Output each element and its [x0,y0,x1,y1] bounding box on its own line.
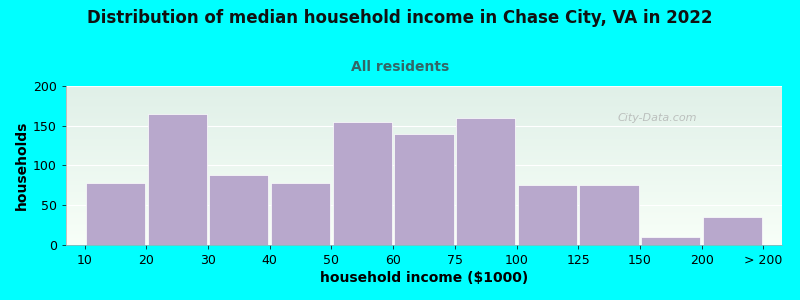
Bar [703,217,762,245]
Bar [210,175,269,245]
Text: City-Data.com: City-Data.com [618,113,697,123]
Text: Distribution of median household income in Chase City, VA in 2022: Distribution of median household income … [87,9,713,27]
Bar [518,185,577,245]
Y-axis label: households: households [15,121,29,210]
Bar [394,134,454,245]
Text: All residents: All residents [351,60,449,74]
Bar [271,183,330,245]
Bar [86,183,145,245]
Bar [456,118,515,245]
X-axis label: household income ($1000): household income ($1000) [320,271,528,285]
Bar [333,122,392,245]
Bar [579,185,638,245]
Bar [147,114,206,245]
Bar [641,237,700,245]
